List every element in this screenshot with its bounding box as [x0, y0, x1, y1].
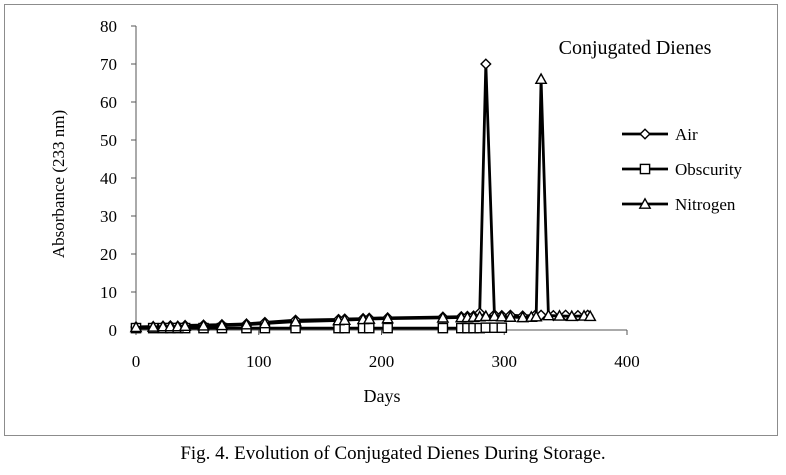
- legend: Air Obscurity Nitrogen: [622, 125, 743, 214]
- obscurity-point: [496, 322, 508, 334]
- x-tick-label: 400: [614, 352, 640, 371]
- x-tick-label: 200: [369, 352, 395, 371]
- nitrogen-point: [156, 319, 170, 332]
- obscurity-point: [480, 322, 492, 334]
- nitrogen-point: [479, 309, 493, 322]
- chart-frame: [4, 4, 778, 436]
- y-tick-label: 40: [100, 169, 117, 188]
- nitrogen-point: [197, 319, 210, 331]
- series-air: [130, 58, 594, 333]
- nitrogen-line: [135, 77, 591, 329]
- y-tick-label: 80: [100, 17, 117, 36]
- nitrogen-point: [553, 309, 566, 321]
- nitrogen-point: [516, 310, 530, 323]
- nitrogen-point: [381, 311, 395, 324]
- x-tick-label: 300: [492, 352, 518, 371]
- nitrogen-point: [436, 311, 450, 323]
- nitrogen-point: [583, 309, 597, 322]
- series-nitrogen: [129, 72, 597, 333]
- nitrogen-point: [338, 313, 352, 325]
- y-tick-label: 50: [100, 131, 117, 150]
- nitrogen-point: [565, 309, 579, 322]
- nitrogen-point: [289, 314, 302, 327]
- nitrogen-point: [240, 318, 253, 330]
- y-tick-label: 20: [100, 245, 117, 264]
- series-layer: [129, 58, 597, 334]
- nitrogen-point: [495, 310, 509, 322]
- nitrogen-point: [129, 320, 143, 333]
- air-point: [480, 58, 492, 70]
- y-tick-label: 60: [100, 93, 117, 112]
- y-tick-label: 70: [100, 55, 117, 74]
- conjugated-dienes-chart: 0 10 20 30 40 50 60 70 80 0 100 200 300 400 Air Obscu…: [49, 17, 743, 406]
- x-axis: 0 100 200 300 400: [132, 329, 640, 371]
- x-axis-label: Days: [364, 386, 401, 406]
- legend-nitrogen-marker: [638, 197, 652, 209]
- nitrogen-point: [503, 310, 517, 322]
- y-tick-label: 10: [100, 283, 117, 302]
- x-tick-label: 100: [246, 352, 272, 371]
- legend-air-label: Air: [675, 125, 698, 144]
- y-tick-label: 0: [109, 321, 118, 340]
- legend-obscurity-label: Obscurity: [675, 160, 743, 179]
- nitrogen-point: [529, 310, 543, 322]
- air-line: [135, 62, 588, 329]
- legend-obscurity-marker: [639, 163, 651, 175]
- nitrogen-point: [362, 312, 376, 324]
- nitrogen-point: [163, 319, 177, 332]
- legend-air-marker: [639, 128, 651, 140]
- x-tick-label: 0: [132, 352, 141, 371]
- nitrogen-point: [215, 318, 229, 331]
- nitrogen-point: [534, 72, 548, 85]
- obscurity-point: [437, 322, 449, 334]
- figure-caption: Fig. 4. Evolution of Conjugated Dienes D…: [180, 443, 606, 464]
- nitrogen-point: [146, 320, 160, 332]
- legend-nitrogen-label: Nitrogen: [675, 195, 736, 214]
- y-axis-label: Absorbance (233 nm): [49, 110, 68, 258]
- nitrogen-point: [178, 319, 192, 332]
- y-axis: 0 10 20 30 40 50 60 70 80: [100, 17, 137, 340]
- nitrogen-point: [258, 316, 272, 329]
- obscurity-point: [363, 322, 375, 334]
- y-tick-label: 30: [100, 207, 117, 226]
- nitrogen-point: [542, 308, 555, 321]
- chart-title: Conjugated Dienes: [559, 37, 712, 59]
- nitrogen-point: [488, 309, 501, 322]
- obscurity-point: [382, 322, 393, 334]
